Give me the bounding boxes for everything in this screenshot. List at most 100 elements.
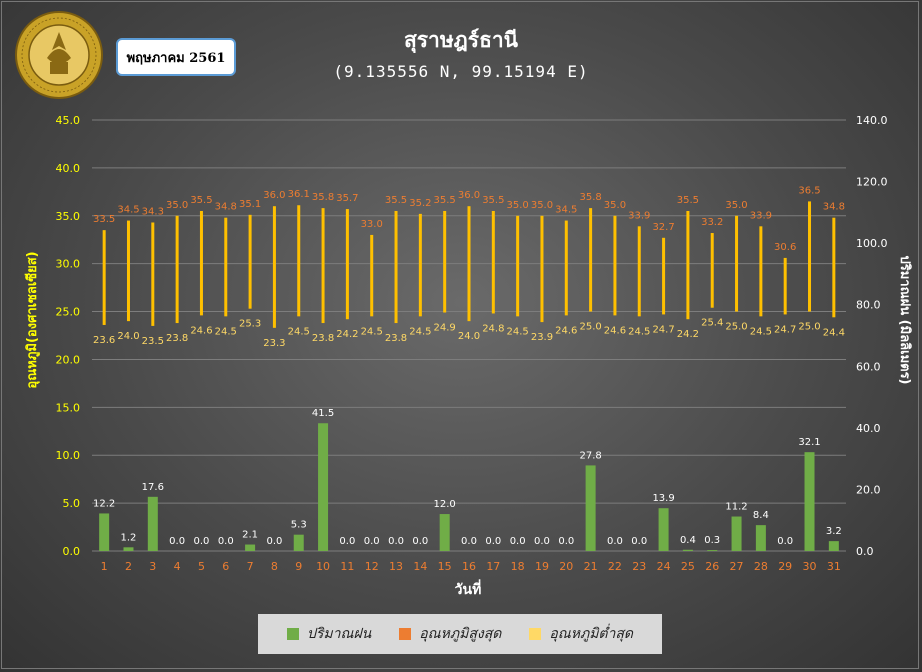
tmin-data-label: 25.0 <box>798 322 820 333</box>
temperature-range-bar <box>467 206 471 322</box>
tmin-data-label: 25.3 <box>239 319 261 330</box>
temperature-range-bar <box>637 226 641 317</box>
tmin-data-label: 23.8 <box>166 333 188 344</box>
chart-title: สุราษฎร์ธานี <box>403 28 519 52</box>
tmax-data-label: 33.5 <box>93 214 115 225</box>
rain-data-label: 13.9 <box>652 493 674 504</box>
x-tick-label: 26 <box>705 560 719 573</box>
temperature-range-bar <box>662 237 666 315</box>
tmax-data-label: 35.0 <box>507 200 529 211</box>
temperature-range-bar <box>126 220 130 322</box>
rain-data-label: 0.0 <box>461 536 477 547</box>
legend-item-tmin: อุณหภูมิต่ำสุด <box>529 623 633 645</box>
y-tick-right-label: 20.0 <box>856 483 881 496</box>
y-tick-left-label: 20.0 <box>56 353 81 366</box>
tmax-data-label: 33.9 <box>750 210 772 221</box>
rain-data-label: 0.0 <box>364 536 380 547</box>
legend-swatch-rain <box>286 628 299 640</box>
temperature-range-bar <box>735 215 739 312</box>
temperature-range-bar <box>516 215 520 317</box>
tmin-data-label: 24.2 <box>677 329 699 340</box>
rain-data-label: 0.0 <box>558 536 574 547</box>
tmin-data-label: 23.3 <box>263 338 285 349</box>
x-tick-label: 22 <box>608 560 622 573</box>
rain-data-label: 0.0 <box>169 536 185 547</box>
tmax-data-label: 35.8 <box>312 192 334 203</box>
y-tick-right-label: 100.0 <box>856 237 888 250</box>
y-tick-left-label: 30.0 <box>56 258 81 271</box>
tmax-data-label: 36.0 <box>263 190 285 201</box>
legend-item-tmax: อุณหภูมิสูงสุด <box>399 623 501 645</box>
x-tick-label: 30 <box>803 560 817 573</box>
tmin-data-label: 24.9 <box>434 323 456 334</box>
x-tick-label: 14 <box>413 560 427 573</box>
x-tick-label: 5 <box>198 560 205 573</box>
x-tick-label: 8 <box>271 560 278 573</box>
rain-data-label: 12.0 <box>434 499 456 510</box>
tmax-data-label: 34.3 <box>142 206 164 217</box>
tmax-data-label: 35.1 <box>239 199 261 210</box>
y-tick-left-label: 0.0 <box>63 545 81 558</box>
rain-data-label: 0.0 <box>388 536 404 547</box>
tmin-data-label: 24.5 <box>507 326 529 337</box>
legend-label-tmin: อุณหภูมิต่ำสุด <box>549 626 634 642</box>
rain-data-label: 0.0 <box>607 536 623 547</box>
rain-data-label: 0.0 <box>485 536 501 547</box>
temperature-range-bar <box>686 210 690 320</box>
tmin-data-label: 25.0 <box>579 322 601 333</box>
tmax-data-label: 33.0 <box>361 219 383 230</box>
rain-bar <box>682 549 693 551</box>
tmin-data-label: 24.5 <box>361 326 383 337</box>
rain-data-label: 0.0 <box>510 536 526 547</box>
tmax-data-label: 35.5 <box>190 195 212 206</box>
rain-bar <box>828 541 839 551</box>
x-tick-label: 20 <box>559 560 573 573</box>
tmin-data-label: 23.8 <box>312 333 334 344</box>
tmax-data-label: 35.8 <box>579 192 601 203</box>
tmin-data-label: 24.5 <box>409 326 431 337</box>
y-tick-left-label: 10.0 <box>56 449 81 462</box>
tmin-data-label: 24.4 <box>823 327 845 338</box>
rain-bar <box>585 465 596 551</box>
tmin-data-label: 24.7 <box>774 324 796 335</box>
tmax-data-label: 35.5 <box>482 195 504 206</box>
tmax-data-label: 35.0 <box>166 200 188 211</box>
rain-bar <box>318 423 329 551</box>
legend-swatch-tmax <box>399 628 412 640</box>
tmin-data-label: 24.0 <box>117 331 139 342</box>
rain-data-label: 1.2 <box>121 532 137 543</box>
x-tick-label: 2 <box>125 560 132 573</box>
tmin-data-label: 24.5 <box>288 326 310 337</box>
rain-bar <box>99 513 110 551</box>
tmax-data-label: 36.0 <box>458 190 480 201</box>
x-tick-label: 4 <box>174 560 181 573</box>
tmax-data-label: 35.2 <box>409 198 431 209</box>
x-tick-label: 23 <box>632 560 646 573</box>
tmax-data-label: 34.5 <box>117 205 139 216</box>
y-tick-left-label: 15.0 <box>56 401 81 414</box>
rain-data-label: 0.0 <box>631 536 647 547</box>
x-tick-label: 21 <box>584 560 598 573</box>
rain-data-label: 0.3 <box>704 535 720 546</box>
temperature-range-bar <box>102 230 106 325</box>
temperature-range-bar <box>418 213 422 317</box>
y-axis-left-label: อุณหภูมิ(องศาเซลเซียส) <box>24 251 40 388</box>
legend-item-rain: ปริมาณฝน <box>286 623 371 645</box>
rain-bar <box>755 525 766 551</box>
tmin-data-label: 24.7 <box>652 324 674 335</box>
temperature-range-bar <box>832 217 836 318</box>
y-axis-right-label: ปริมาณฝน (มิลลิเมตร) <box>897 255 912 384</box>
tmax-data-label: 35.7 <box>336 193 358 204</box>
x-tick-label: 27 <box>730 560 744 573</box>
y-tick-left-label: 45.0 <box>56 114 81 127</box>
tmax-data-label: 36.5 <box>798 185 820 196</box>
y-tick-right-label: 0.0 <box>856 545 874 558</box>
rain-bar <box>293 534 304 551</box>
tmax-data-label: 36.1 <box>288 189 310 200</box>
y-tick-right-label: 60.0 <box>856 360 881 373</box>
tmax-data-label: 33.2 <box>701 217 723 228</box>
x-tick-label: 3 <box>149 560 156 573</box>
y-tick-right-label: 120.0 <box>856 176 888 189</box>
temperature-range-bar <box>297 205 301 317</box>
